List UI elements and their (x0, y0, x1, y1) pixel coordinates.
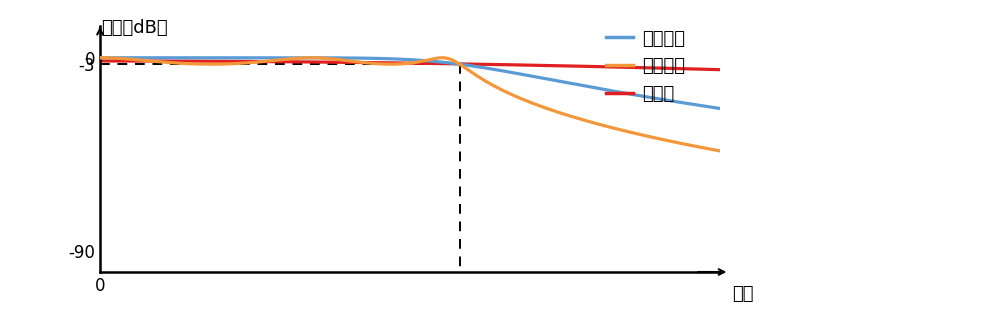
Legend: 巴特沃斯, 切比雪夫, 贝塞尔: 巴特沃斯, 切比雪夫, 贝塞尔 (599, 22, 692, 111)
Text: 幅値（dB）: 幅値（dB） (101, 19, 168, 37)
Text: 频率: 频率 (732, 285, 754, 303)
